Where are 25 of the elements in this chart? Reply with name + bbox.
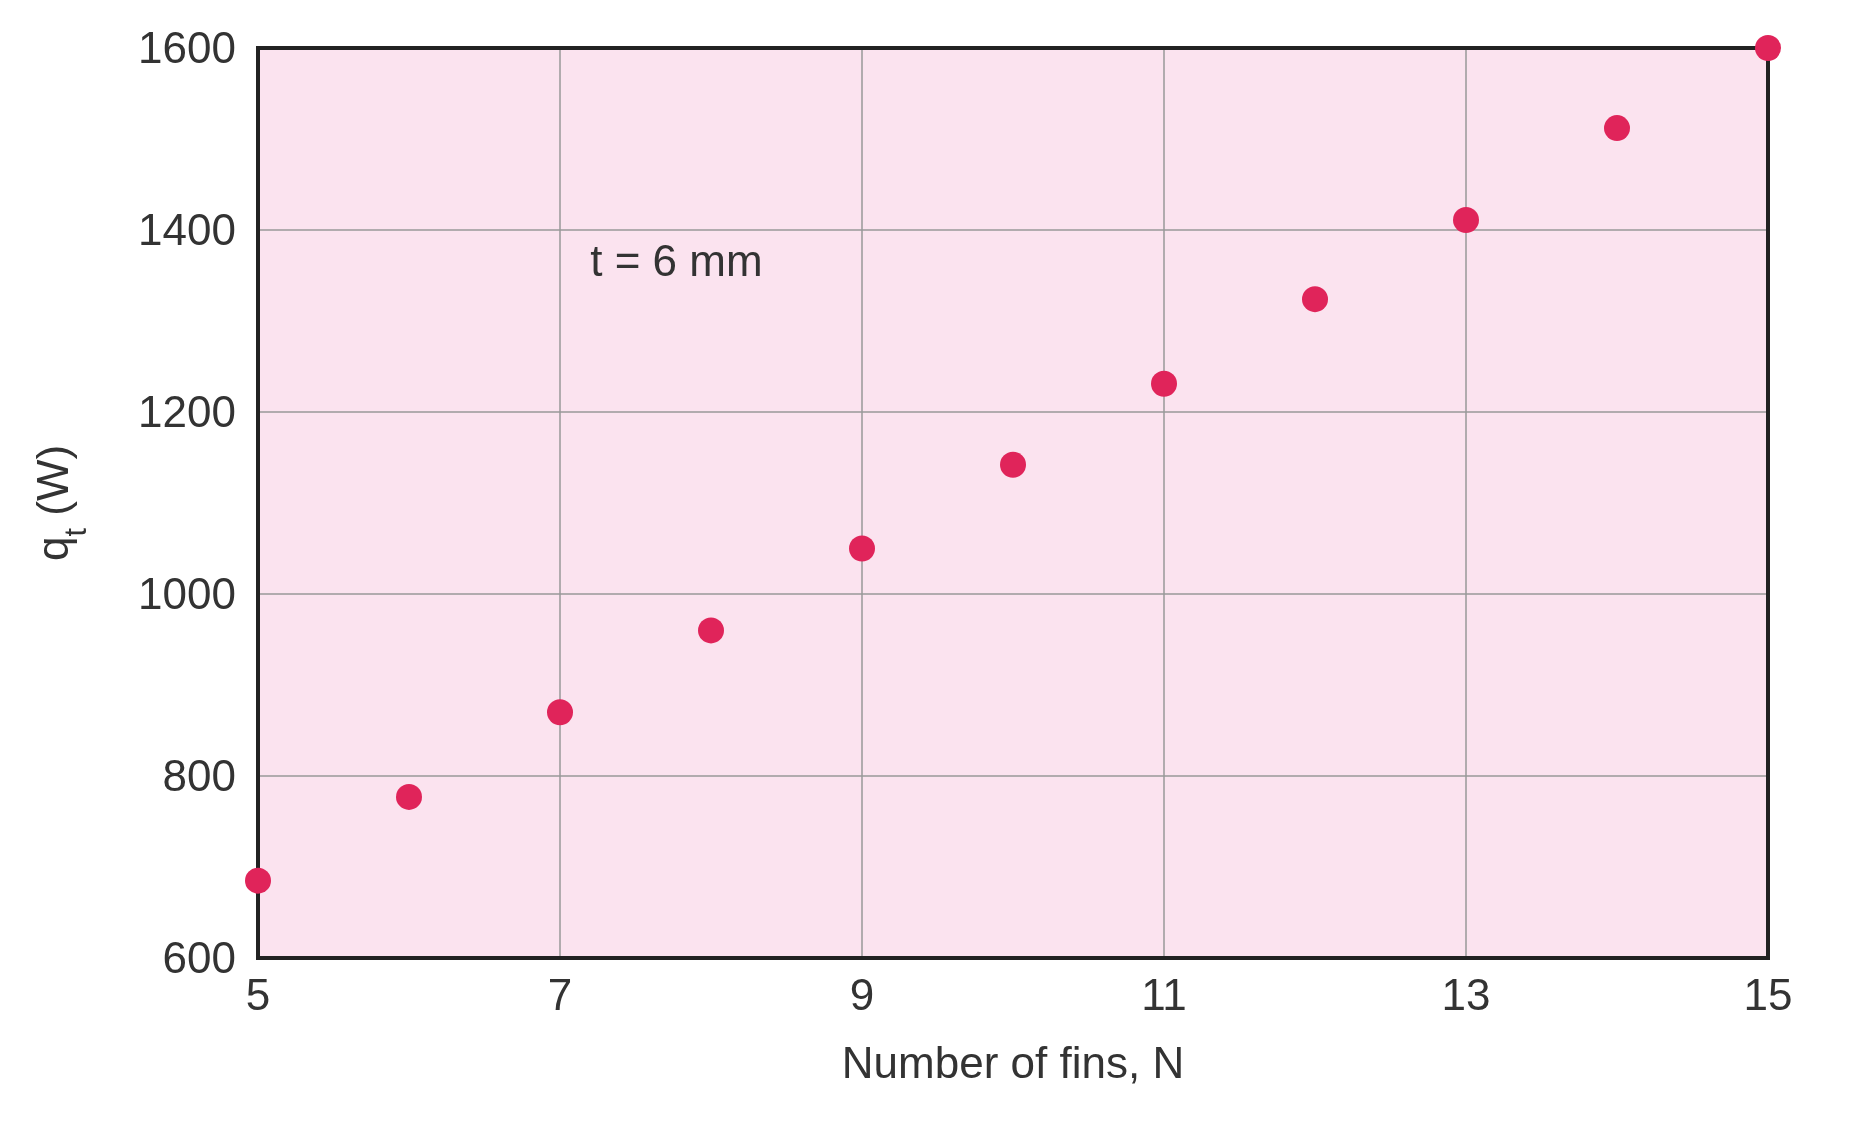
x-tick-label: 11 bbox=[1141, 970, 1187, 1019]
point bbox=[1604, 115, 1630, 142]
y-tick-label: 800 bbox=[162, 751, 236, 801]
point bbox=[245, 867, 271, 894]
y-tick-label: 1600 bbox=[138, 23, 236, 73]
point bbox=[396, 783, 422, 810]
y-tick-label: 1000 bbox=[138, 569, 236, 619]
x-tick-label: 13 bbox=[1441, 970, 1491, 1019]
y-tick-label: 600 bbox=[162, 933, 236, 983]
point bbox=[1000, 451, 1026, 478]
point bbox=[1302, 286, 1328, 313]
y-tick-label: 1400 bbox=[138, 205, 236, 255]
annotation: t = 6 mm bbox=[590, 235, 763, 285]
point bbox=[698, 617, 724, 644]
x-tick-label: 7 bbox=[547, 970, 573, 1019]
point bbox=[1151, 370, 1177, 397]
x-tick-label: 15 bbox=[1743, 970, 1793, 1019]
x-tick-label: 5 bbox=[245, 970, 271, 1019]
y-tick-label: 1200 bbox=[138, 387, 236, 437]
point bbox=[547, 699, 573, 726]
x-tick-label: 9 bbox=[849, 970, 875, 1019]
x-axis-title: Number of fins, N bbox=[841, 1038, 1185, 1087]
point bbox=[1453, 206, 1479, 233]
point bbox=[849, 535, 875, 562]
point bbox=[1755, 35, 1781, 61]
